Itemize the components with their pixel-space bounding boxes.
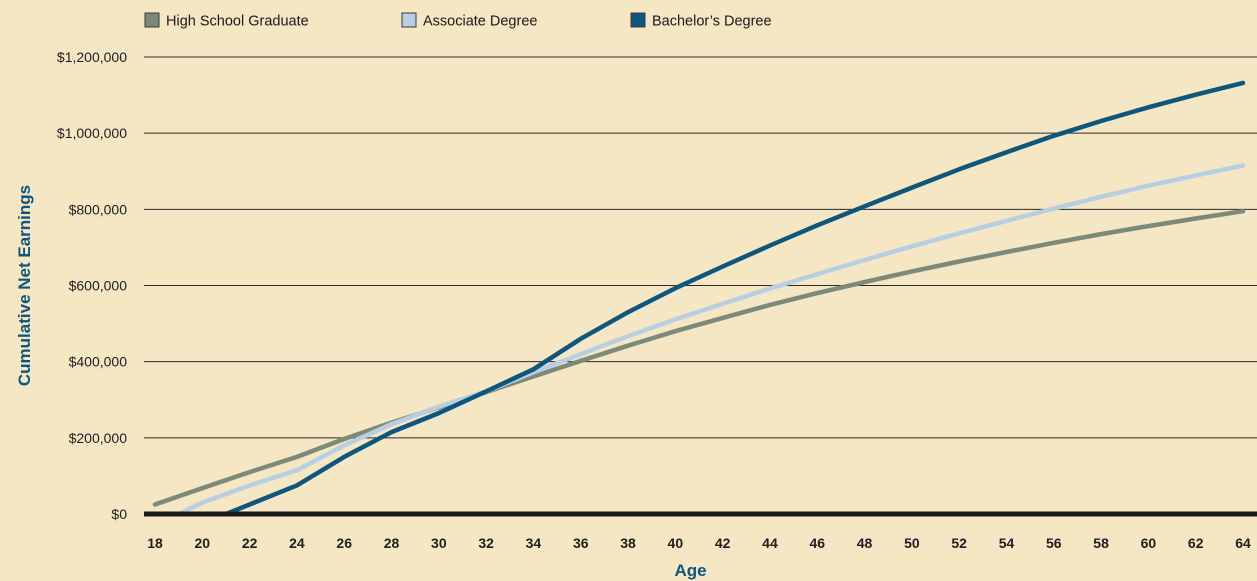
x-tick-label: 26 (336, 535, 352, 551)
legend-label: High School Graduate (166, 14, 309, 30)
series-lines (152, 80, 1246, 517)
y-axis-ticks: $0 $200,000 $400,000 $600,000 $800,000 $1,000… (57, 49, 127, 522)
y-tick-label: $800,000 (69, 201, 128, 217)
x-tick-label: 60 (1141, 535, 1157, 551)
x-tick-label: 46 (809, 535, 825, 551)
x-tick-label: 32 (478, 535, 494, 551)
x-axis-title: Age (674, 561, 706, 580)
y-tick-label: $400,000 (69, 354, 128, 370)
legend-swatch (630, 12, 646, 28)
legend-swatch (144, 12, 160, 28)
series-line-1 (152, 163, 1246, 517)
x-tick-label: 56 (1046, 535, 1062, 551)
x-tick-label: 30 (431, 535, 447, 551)
legend: High School Graduate Associate Degree Bach… (144, 12, 772, 30)
y-tick-label: $1,200,000 (57, 49, 127, 65)
x-tick-label: 48 (857, 535, 873, 551)
x-tick-label: 22 (242, 535, 258, 551)
x-tick-label: 24 (289, 535, 305, 551)
series-line-2 (152, 80, 1246, 517)
y-tick-label: $200,000 (69, 430, 128, 446)
x-tick-label: 64 (1235, 535, 1251, 551)
x-tick-label: 62 (1188, 535, 1204, 551)
x-tick-label: 58 (1093, 535, 1109, 551)
x-tick-label: 28 (384, 535, 400, 551)
y-tick-label: $1,000,000 (57, 125, 127, 141)
y-tick-label: $0 (111, 506, 127, 522)
x-tick-label: 40 (668, 535, 684, 551)
legend-label: Associate Degree (423, 14, 537, 30)
x-tick-label: 50 (904, 535, 920, 551)
x-axis-ticks: 18 20 22 24 26 28 30 32 34 36 38 40 42 44 46 48 50 52 54 56… (147, 535, 1251, 551)
x-tick-label: 38 (620, 535, 636, 551)
x-tick-label: 52 (951, 535, 967, 551)
x-tick-label: 34 (526, 535, 542, 551)
x-tick-label: 20 (195, 535, 211, 551)
legend-label: Bachelor’s Degree (652, 14, 772, 30)
y-axis-title: Cumulative Net Earnings (15, 185, 34, 386)
grid-lines (144, 56, 1257, 439)
x-tick-label: 54 (999, 535, 1015, 551)
x-tick-label: 18 (147, 535, 163, 551)
y-tick-label: $600,000 (69, 278, 128, 294)
x-tick-label: 36 (573, 535, 589, 551)
legend-swatch (401, 12, 417, 28)
x-tick-label: 44 (762, 535, 778, 551)
x-tick-label: 42 (715, 535, 731, 551)
series-line-0 (152, 208, 1246, 507)
